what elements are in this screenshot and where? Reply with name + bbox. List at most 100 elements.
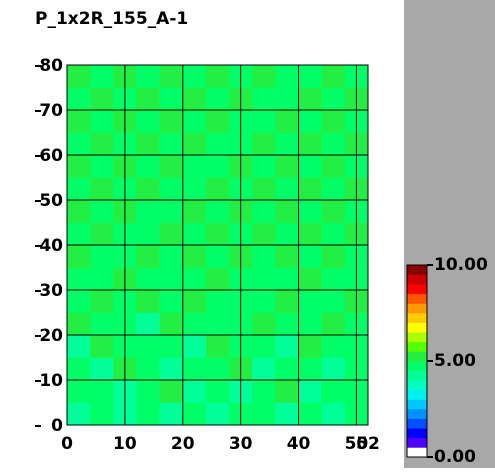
x-tick-label: 40 <box>287 434 311 454</box>
chart-title: P_1x2R_155_A-1 <box>35 9 188 29</box>
x-tick-label: 0 <box>61 434 73 454</box>
heatmap-cell <box>321 87 346 111</box>
colorbar-band <box>407 409 427 419</box>
heatmap-cell <box>275 155 299 178</box>
heatmap-cell <box>67 290 91 313</box>
heatmap-cell <box>321 312 346 336</box>
heatmap-cell <box>205 200 230 223</box>
x-tick-label: 52 <box>356 434 380 454</box>
x-tick-label: 20 <box>171 434 195 454</box>
heatmap-cell <box>252 335 276 358</box>
y-tick-label: 0 <box>51 416 63 436</box>
heatmap-cell <box>136 402 160 426</box>
heatmap-cell <box>205 222 230 246</box>
heatmap-cell <box>90 177 114 201</box>
heatmap-cell <box>90 245 114 268</box>
heatmap-cell <box>252 245 276 268</box>
heatmap-cell <box>205 267 230 291</box>
heatmap-cell <box>298 335 322 358</box>
heatmap-cell <box>275 200 299 223</box>
heatmap-cell <box>182 65 207 88</box>
heatmap-cell <box>159 267 184 291</box>
heatmap-cell <box>182 110 207 133</box>
heatmap-cell <box>205 312 230 336</box>
heatmap-cell <box>205 335 230 358</box>
colorbar-band <box>407 399 427 410</box>
heatmap-cell <box>298 380 322 403</box>
heatmap-cell <box>182 267 207 291</box>
heatmap-cell <box>182 402 207 426</box>
heatmap-cell <box>252 357 276 381</box>
heatmap-cell <box>275 87 299 111</box>
y-tick-label: 30 <box>39 281 63 301</box>
heatmap-cell <box>182 335 207 358</box>
heatmap-cell <box>136 155 160 178</box>
heatmap-cell <box>182 155 207 178</box>
heatmap-cell <box>182 222 207 246</box>
heatmap-cell <box>90 200 114 223</box>
heatmap-cell <box>159 290 184 313</box>
heatmap-cell <box>252 132 276 156</box>
y-tick-label: 80 <box>39 56 63 76</box>
heatmap-cell <box>90 132 114 156</box>
colorbar-band <box>407 361 427 371</box>
heatmap-cell <box>321 110 346 133</box>
heatmap-cell <box>321 290 346 313</box>
heatmap-cell <box>90 312 114 336</box>
heatmap-cell <box>275 357 299 381</box>
heatmap-cell <box>136 290 160 313</box>
heatmap-cell <box>321 380 346 403</box>
heatmap-cell <box>275 402 299 426</box>
heatmap-cell <box>252 290 276 313</box>
heatmap-cell <box>321 177 346 201</box>
colorbar-band <box>407 303 427 314</box>
y-tick-label: 10 <box>39 371 63 391</box>
plot-border <box>66 64 369 426</box>
heatmap-cell <box>205 110 230 133</box>
heatmap-cell <box>298 312 322 336</box>
heatmap-cell <box>321 222 346 246</box>
y-tick-label: 70 <box>39 101 63 121</box>
heatmap-cell <box>205 290 230 313</box>
heatmap-cell <box>136 357 160 381</box>
colorbar-band <box>407 322 427 333</box>
heatmap-cell <box>275 335 299 358</box>
colorbar-band <box>407 428 427 439</box>
heatmap-cell <box>275 222 299 246</box>
colorbar-band <box>407 437 427 448</box>
heatmap-cell <box>298 65 322 88</box>
colorbar-tick-label: 0.00 <box>434 447 476 467</box>
heatmap-cell <box>321 65 346 88</box>
colorbar-band <box>407 447 427 458</box>
heatmap-cell <box>159 65 184 88</box>
heatmap-cell <box>136 177 160 201</box>
heatmap-cell <box>298 87 322 111</box>
heatmap-cell <box>321 155 346 178</box>
heatmap-cell <box>275 380 299 403</box>
heatmap-cell <box>182 245 207 268</box>
heatmap-cell <box>321 267 346 291</box>
heatmap-cell <box>90 110 114 133</box>
x-tick-label: 50 <box>345 434 369 454</box>
heatmap-cell <box>90 267 114 291</box>
heatmap-cell <box>275 177 299 201</box>
heatmap-cell <box>298 357 322 381</box>
heatmap-cell <box>321 200 346 223</box>
heatmap-cell <box>159 402 184 426</box>
heatmap-cell <box>275 312 299 336</box>
colorbar-band <box>407 274 427 285</box>
heatmap-cell <box>67 312 91 336</box>
heatmap-cell <box>298 267 322 291</box>
colorbar-band <box>407 418 427 429</box>
heatmap-cell <box>275 245 299 268</box>
heatmap-cell <box>321 245 346 268</box>
heatmap-cell <box>67 222 91 246</box>
heatmap-cell <box>159 87 184 111</box>
heatmap-cell <box>159 155 184 178</box>
heatmap-cell <box>159 200 184 223</box>
heatmap-cell <box>205 155 230 178</box>
heatmap-cell <box>275 65 299 88</box>
heatmap-cell <box>67 132 91 156</box>
heatmap-cell <box>298 155 322 178</box>
